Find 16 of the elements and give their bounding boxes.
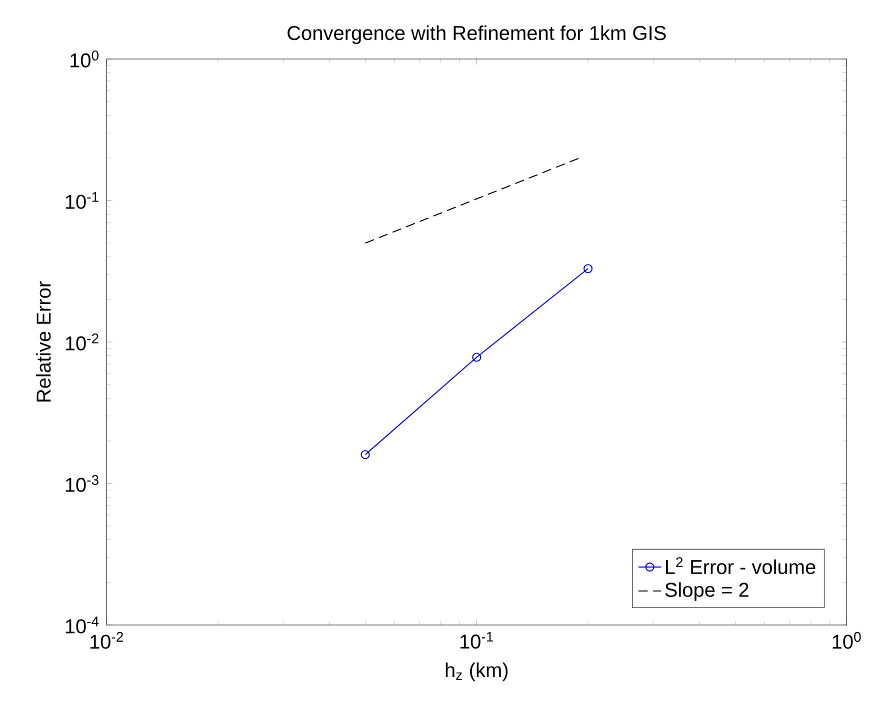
y-tick-label: 10$^{-2}$ <box>66 334 98 350</box>
y-tick-label: 10$^{-4}$ <box>66 616 99 634</box>
x-axis-title: h$_{z}$ (km) <box>446 662 508 682</box>
chart-title: Convergence with Refinement for 1km GIS <box>288 25 666 44</box>
point <box>360 450 370 460</box>
point <box>472 352 482 362</box>
x-tick-label: 10$^{-2}$ <box>90 632 123 649</box>
legend-label: L$^{2}$ Error - volume <box>666 557 816 574</box>
legend-label: Slope = 2 <box>665 582 748 601</box>
y-tick-label: 10$^{0}$ <box>70 50 99 68</box>
y-axis-title: Relative Error <box>36 281 51 402</box>
y-tick-label: 10$^{-3}$ <box>66 475 98 492</box>
x-tick-label: 10$^{-1}$ <box>460 632 493 649</box>
y-tick-label: 10$^{-1}$ <box>66 192 98 209</box>
x-tick-label: 10$^{0}$ <box>832 632 861 649</box>
point <box>583 264 593 274</box>
